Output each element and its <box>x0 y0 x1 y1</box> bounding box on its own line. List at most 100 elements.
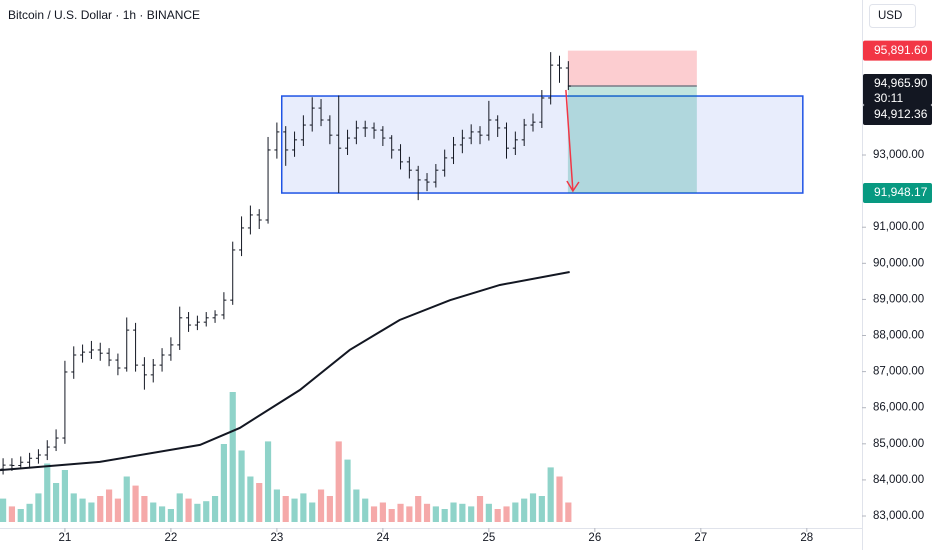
x-tick-label: 24 <box>376 532 389 544</box>
volume-bar <box>132 485 139 522</box>
volume-bar <box>494 509 501 522</box>
y-tick-label: 84,000.00 <box>873 474 924 486</box>
volume-bar <box>203 501 210 522</box>
plot-area <box>0 50 804 522</box>
volume-bar <box>256 483 263 522</box>
x-tick-label: 26 <box>588 532 601 544</box>
volume-bar <box>114 498 121 522</box>
volume-bar <box>565 502 572 522</box>
volume-bar <box>88 502 95 522</box>
stop-zone <box>567 50 697 86</box>
volume-bar <box>44 463 51 522</box>
volume-bar <box>282 496 289 522</box>
volume-bar <box>194 503 201 522</box>
volume-bar <box>335 441 342 522</box>
volume-bar <box>441 509 448 522</box>
price-label <box>863 105 932 126</box>
volume-bar <box>362 498 369 522</box>
y-tick-label: 89,000.00 <box>873 293 924 305</box>
price-label-text: 95,891.60 <box>874 43 928 57</box>
x-tick-label: 28 <box>800 532 813 544</box>
volume-bar <box>8 506 16 522</box>
volume-bar <box>211 496 219 522</box>
volume-bar <box>79 498 86 522</box>
x-tick-label: 25 <box>482 532 495 544</box>
volume-bar <box>220 444 227 522</box>
countdown: 30:11 <box>874 91 903 105</box>
volume-bar <box>485 503 492 522</box>
chart-title: Bitcoin / U.S. Dollar · 1h · BINANCE <box>8 8 200 22</box>
volume-bar <box>397 503 404 522</box>
price-label-text: 91,948.17 <box>874 185 928 199</box>
x-tick-label: 27 <box>694 532 707 544</box>
x-tick-label: 22 <box>165 532 178 544</box>
volume-bar <box>432 506 439 522</box>
y-tick-label: 91,000.00 <box>873 221 924 233</box>
volume-bar <box>0 498 7 522</box>
volume-bar <box>556 476 563 522</box>
y-tick-label: 83,000.00 <box>873 510 924 522</box>
x-tick-label: 23 <box>270 532 283 544</box>
volume-bar <box>388 509 395 522</box>
volume-bar <box>97 496 104 522</box>
y-tick-label: 88,000.00 <box>873 330 924 342</box>
volume-bar <box>415 496 422 522</box>
volume-bar <box>521 498 528 522</box>
currency-button[interactable] <box>869 4 916 28</box>
volume-bar <box>547 467 554 522</box>
volume-bar <box>512 502 519 522</box>
volume-bar <box>123 476 130 522</box>
price-label <box>863 74 932 106</box>
volume-bar <box>476 496 484 522</box>
y-tick-label: 86,000.00 <box>873 402 924 414</box>
volume-bar <box>35 493 42 522</box>
y-tick-label: 90,000.00 <box>873 257 924 269</box>
volume-bar <box>529 493 537 522</box>
price-label <box>863 40 932 61</box>
volume-bar <box>379 502 386 522</box>
volume-bar <box>344 459 351 522</box>
volume-bar <box>158 506 166 522</box>
volume-bar <box>459 503 466 522</box>
price-label <box>863 182 932 203</box>
volume-bar <box>309 502 316 522</box>
price-label-text: 94,965.90 <box>874 76 928 90</box>
volume-bar <box>468 506 475 522</box>
price-label-text: 94,912.36 <box>874 107 928 121</box>
volume-bar <box>247 476 254 522</box>
volume-bar <box>503 506 510 522</box>
y-tick-label: 87,000.00 <box>873 366 924 378</box>
volume-bar <box>273 489 280 522</box>
volume-bar <box>167 509 174 522</box>
volume-bar <box>317 489 325 522</box>
volume-bar <box>105 489 113 522</box>
volume-bar <box>61 470 69 522</box>
volume-bar <box>185 498 192 522</box>
currency-label[interactable]: USD <box>878 10 902 22</box>
volume-bar <box>326 496 333 522</box>
target-zone <box>567 85 697 193</box>
volume-bar <box>26 503 33 522</box>
volume-bar <box>406 506 413 522</box>
volume-bar <box>450 502 457 522</box>
volume-bar <box>141 496 148 522</box>
volume-bar <box>423 503 431 522</box>
arrow <box>565 89 580 193</box>
volume-bar <box>229 392 236 522</box>
volume-bar <box>70 493 77 522</box>
volume-bar <box>538 496 545 522</box>
volume-bar <box>291 498 298 522</box>
y-tick-label: 85,000.00 <box>873 438 924 450</box>
volume-bar <box>150 502 157 522</box>
volume-bar <box>238 450 245 522</box>
volume-bar <box>17 509 24 522</box>
volume-bar <box>264 441 272 522</box>
y-tick-label: 93,000.00 <box>873 149 924 161</box>
volume-bar <box>353 489 360 522</box>
volume-bar <box>370 506 378 522</box>
moving-average <box>0 270 570 472</box>
axes: 83,000.00 84,000.00 85,000.00 86,000.00 87,0… <box>59 40 932 544</box>
